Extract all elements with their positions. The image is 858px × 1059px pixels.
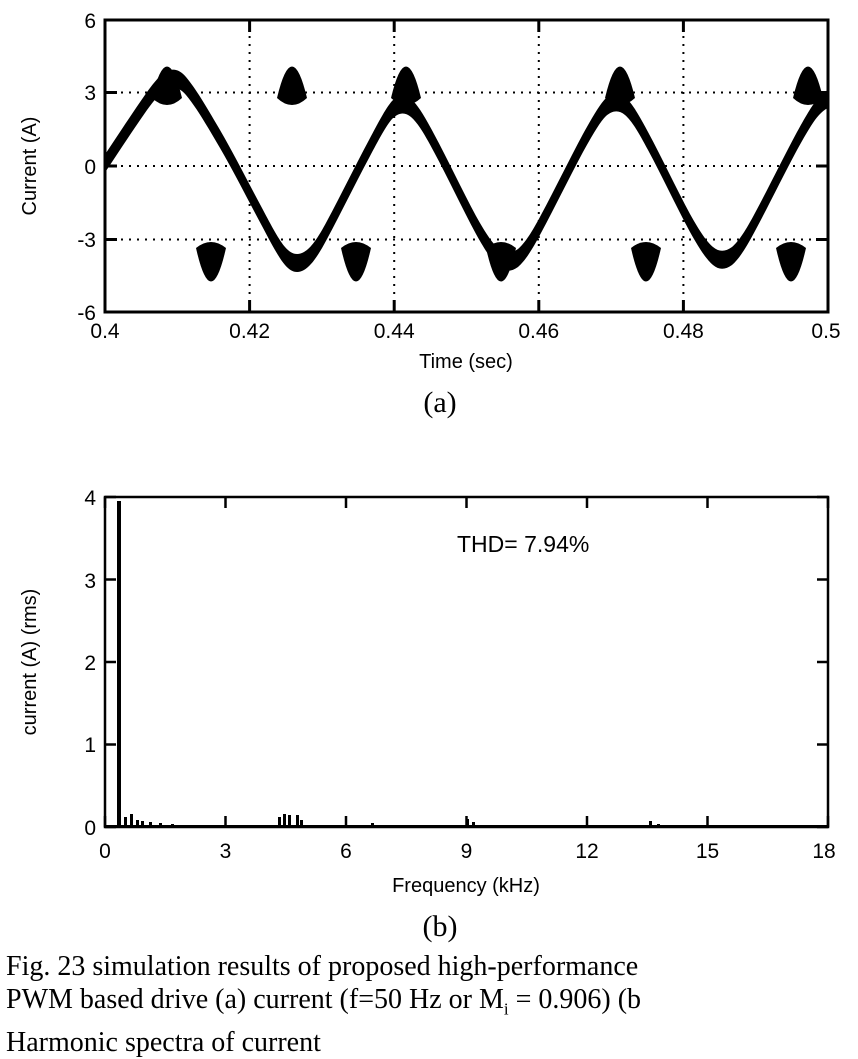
spectrum-bar: [472, 822, 475, 827]
panel-b-y-ticks: [105, 495, 828, 829]
caption-line-2-tail: = 0.906) (b: [508, 984, 642, 1015]
spectrum-bar: [141, 821, 144, 827]
x-tick-label: 0.48: [663, 320, 704, 343]
x-tick-label: 15: [696, 840, 719, 863]
panel-b-letter: (b): [423, 910, 458, 943]
y-tick-label: 0: [84, 156, 96, 179]
waveform-ripple-band: [106, 69, 827, 273]
panel-a-x-ticks: [103, 20, 830, 312]
caption-line-2-subscript: i: [503, 999, 509, 1019]
caption-line-2-head: PWM based drive (a) current (f=50 Hz or …: [6, 984, 504, 1015]
caption-line-2: PWM based drive (a) current (f=50 Hz or …: [6, 983, 858, 1026]
y-tick-label: -6: [77, 302, 96, 325]
spectrum-bar: [288, 815, 291, 827]
waveform-peak-ripple-blobs: [152, 66, 823, 105]
panel-a-y-axis-label: Current (A): [19, 117, 41, 216]
spectrum-bar: [300, 820, 303, 827]
y-tick-label: 6: [84, 10, 96, 33]
caption-line-3: Harmonic spectra of current: [6, 1026, 321, 1058]
y-tick-label: 3: [84, 570, 96, 593]
panel-a-x-axis-label: Time (sec): [419, 351, 513, 373]
panel-b-x-axis-label: Frequency (kHz): [392, 875, 540, 897]
spectrum-bar: [149, 822, 152, 827]
panel-b-x-ticks: [103, 497, 830, 827]
panel-a-current-waveform-chart: 6 3 0 -3 -6 0.4 0.42 0.44 0.46 0.48 0.5 …: [19, 10, 841, 419]
y-tick-label: 4: [84, 487, 96, 510]
x-tick-label: 0.5: [811, 320, 840, 343]
x-tick-label: 9: [461, 840, 473, 863]
panel-a-y-ticks: [105, 18, 828, 314]
waveform-trough-ripple-blobs: [196, 242, 806, 282]
panel-a-gridlines: [105, 20, 828, 312]
y-tick-label: 1: [84, 734, 96, 757]
panel-a-waveform-trace: [106, 66, 827, 282]
caption-line-1: Fig. 23 simulation results of proposed h…: [6, 951, 639, 982]
panel-a-y-tick-labels: 6 3 0 -3 -6: [77, 10, 96, 325]
x-tick-label: 0: [99, 840, 111, 863]
panel-b-y-tick-labels: 4 3 2 1 0: [84, 487, 96, 840]
x-tick-label: 0.46: [518, 320, 559, 343]
y-tick-label: 2: [84, 652, 96, 675]
panel-b-x-tick-labels: 0 3 6 9 12 15 18: [99, 840, 836, 863]
panel-b-y-axis-label: current (A) (rms): [19, 589, 41, 736]
panel-b-harmonic-spectrum-chart: 4 3 2 1 0 0 3 6 9 12 15 18 THD= 7.94% Fr…: [19, 487, 836, 943]
spectrum-bar: [130, 814, 133, 827]
x-tick-label: 18: [812, 840, 835, 863]
y-tick-label: 3: [84, 82, 96, 105]
spectrum-bar: [649, 821, 652, 827]
spectrum-bar: [296, 815, 299, 827]
spectrum-bar-fundamental: [117, 501, 121, 827]
y-tick-label: -3: [77, 229, 96, 252]
x-tick-label: 12: [575, 840, 598, 863]
spectrum-bar: [278, 817, 281, 827]
x-tick-label: 3: [220, 840, 232, 863]
y-tick-label: 0: [84, 817, 96, 840]
figure-caption: Fig. 23 simulation results of proposed h…: [6, 950, 858, 1059]
spectrum-bar: [136, 820, 139, 827]
spectrum-bar: [124, 817, 127, 827]
x-tick-label: 0.4: [90, 320, 120, 343]
spectrum-bar: [283, 814, 286, 827]
x-tick-label: 6: [340, 840, 352, 863]
panel-a-letter: (a): [423, 386, 456, 419]
thd-annotation: THD= 7.94%: [457, 531, 589, 557]
x-tick-label: 0.44: [374, 320, 415, 343]
panel-a-x-tick-labels: 0.4 0.42 0.44 0.46 0.48 0.5: [90, 320, 840, 343]
x-tick-label: 0.42: [229, 320, 270, 343]
